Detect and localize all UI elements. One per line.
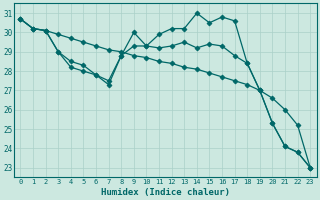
X-axis label: Humidex (Indice chaleur): Humidex (Indice chaleur) [101, 188, 230, 197]
